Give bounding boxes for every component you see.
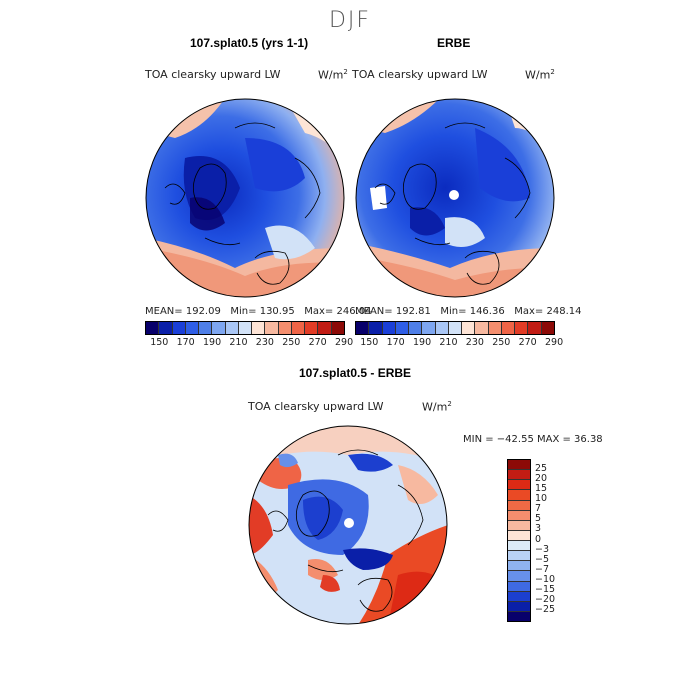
colorbar-swatch (462, 322, 476, 334)
colorbar-tick-label: 190 (413, 337, 432, 348)
panel1-units: W/m2 (318, 68, 348, 82)
colorbar-swatch (508, 541, 530, 552)
panel1-polar-map (145, 98, 345, 298)
colorbar-tick-label: 190 (203, 337, 222, 348)
colorbar-swatch (409, 322, 423, 334)
panel1-title: 107.splat0.5 (yrs 1-1) (190, 36, 309, 50)
colorbar-tick-label: 7 (535, 503, 542, 515)
colorbar-swatch (508, 510, 530, 521)
colorbar-swatch (225, 322, 239, 334)
colorbar-swatch (508, 530, 530, 541)
colorbar-swatch (278, 322, 292, 334)
colorbar-tick-label: 25 (535, 463, 548, 475)
colorbar-swatch (146, 322, 160, 334)
colorbar-swatch (382, 322, 396, 334)
panel2-units: W/m2 (525, 68, 555, 82)
panel2-polar-map (355, 98, 555, 298)
colorbar-swatch (508, 500, 530, 511)
panel3-variable: TOA clearsky upward LW (248, 400, 384, 413)
colorbar-swatch (508, 551, 530, 562)
colorbar-swatch (265, 322, 279, 334)
panel2-title: ERBE (437, 36, 471, 50)
colorbar-swatch (488, 322, 502, 334)
colorbar-swatch (508, 601, 530, 612)
colorbar-tick-label: 270 (308, 337, 327, 348)
colorbar-swatch (435, 322, 449, 334)
panel3-title: 107.splat0.5 - ERBE (299, 366, 412, 380)
colorbar-tick-label: 230 (465, 337, 484, 348)
panel1-variable: TOA clearsky upward LW (145, 68, 281, 81)
colorbar-swatch (528, 322, 542, 334)
colorbar-tick-label: −10 (535, 573, 556, 585)
colorbar-tick-label: −25 (535, 603, 556, 615)
colorbar-tick-label: 250 (282, 337, 301, 348)
colorbar-swatch (331, 322, 344, 334)
colorbar-swatch (172, 322, 186, 334)
colorbar-tick-label: 150 (150, 337, 169, 348)
colorbar-tick-label: 5 (535, 513, 542, 525)
colorbar-tick-label: 250 (492, 337, 511, 348)
colorbar-swatch (508, 470, 530, 481)
panel1-colorbar (145, 321, 345, 335)
colorbar-swatch (369, 322, 383, 334)
colorbar-tick-label: 3 (535, 523, 542, 535)
colorbar-tick-label: −7 (535, 563, 550, 575)
colorbar-swatch (508, 591, 530, 602)
colorbar-swatch (508, 490, 530, 501)
colorbar-tick-label: 170 (176, 337, 195, 348)
colorbar-swatch (508, 460, 530, 471)
colorbar-tick-label: 150 (360, 337, 379, 348)
colorbar-swatch (291, 322, 306, 334)
colorbar-swatch (541, 322, 554, 334)
colorbar-swatch (305, 322, 319, 334)
colorbar-tick-label: 0 (535, 533, 542, 545)
colorbar-swatch (475, 322, 489, 334)
colorbar-swatch (252, 322, 266, 334)
panel3-minmax: MIN = −42.55 MAX = 36.38 (463, 434, 603, 445)
colorbar-swatch (185, 322, 200, 334)
colorbar-swatch (422, 322, 436, 334)
colorbar-tick-label: 170 (386, 337, 405, 348)
panel3-colorbar (507, 459, 531, 622)
colorbar-swatch (501, 322, 516, 334)
colorbar-swatch (159, 322, 173, 334)
colorbar-tick-label: 210 (229, 337, 248, 348)
panel2-variable: TOA clearsky upward LW (352, 68, 488, 81)
colorbar-swatch (515, 322, 529, 334)
colorbar-tick-label: −3 (535, 543, 550, 555)
panel1-stats: MEAN= 192.09 Min= 130.95 Max= 246.04 (145, 306, 372, 317)
colorbar-swatch (212, 322, 226, 334)
colorbar-tick-label: 10 (535, 493, 548, 505)
colorbar-swatch (508, 520, 530, 531)
panel3-units: W/m2 (422, 400, 452, 414)
colorbar-swatch (508, 581, 530, 592)
colorbar-tick-label: −15 (535, 583, 556, 595)
colorbar-swatch (448, 322, 463, 334)
colorbar-tick-label: −5 (535, 553, 550, 565)
panel3-polar-map (248, 425, 448, 625)
colorbar-swatch (508, 480, 530, 491)
panel2-stats: MEAN= 192.81 Min= 146.36 Max= 248.14 (355, 306, 582, 317)
colorbar-tick-label: −20 (535, 593, 556, 605)
colorbar-tick-label: 15 (535, 483, 548, 495)
colorbar-swatch (199, 322, 213, 334)
colorbar-swatch (318, 322, 332, 334)
colorbar-swatch (395, 322, 410, 334)
colorbar-tick-label: 290 (335, 337, 354, 348)
colorbar-swatch (508, 571, 530, 582)
colorbar-swatch (238, 322, 253, 334)
colorbar-swatch (508, 561, 530, 572)
colorbar-tick-label: 230 (255, 337, 274, 348)
colorbar-tick-label: 210 (439, 337, 458, 348)
colorbar-tick-label: 270 (518, 337, 537, 348)
colorbar-swatch (508, 611, 530, 621)
figure-season-title: DJF (328, 8, 372, 33)
colorbar-swatch (356, 322, 370, 334)
colorbar-tick-label: 20 (535, 473, 548, 485)
panel2-colorbar (355, 321, 555, 335)
colorbar-tick-label: 290 (545, 337, 564, 348)
